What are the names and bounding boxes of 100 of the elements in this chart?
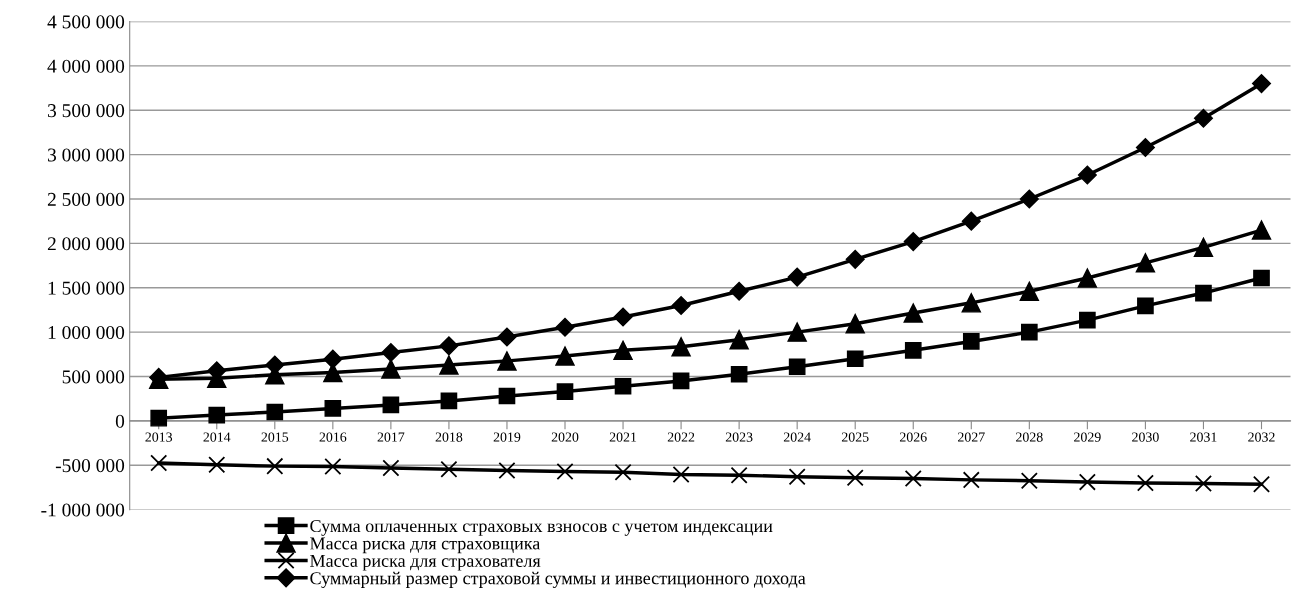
- point: [439, 336, 459, 356]
- x-tick-label: 2021: [609, 432, 637, 442]
- x-tick-label: 2014: [203, 432, 231, 442]
- point: [729, 329, 749, 350]
- point: [1079, 311, 1096, 329]
- point: [1135, 253, 1156, 273]
- point: [730, 365, 748, 383]
- point: [440, 460, 458, 478]
- point: [1193, 108, 1213, 128]
- point: [381, 359, 401, 379]
- point: [498, 387, 516, 405]
- point: [903, 303, 923, 323]
- point: [208, 406, 226, 424]
- point: [904, 470, 922, 488]
- point: [1019, 189, 1039, 209]
- x-tick-label: 2016: [319, 432, 347, 442]
- point: [1136, 474, 1154, 492]
- point: [556, 383, 574, 400]
- x-tick-label: 2018: [435, 432, 463, 442]
- point: [497, 327, 517, 347]
- point: [672, 372, 690, 390]
- y-tick-label: 2 000 000: [47, 237, 125, 251]
- point: [323, 349, 343, 369]
- y-tick-label: -500 000: [55, 459, 125, 473]
- point: [1019, 281, 1040, 302]
- x-tick-label: 2032: [1248, 432, 1275, 442]
- x-tick-label: 2019: [493, 432, 521, 442]
- point: [1193, 237, 1214, 258]
- x-tick-label: 2020: [551, 432, 579, 442]
- x-tick-label: 2015: [261, 432, 289, 442]
- point: [1077, 268, 1098, 288]
- legend-label: Суммарный размер страховой суммы и инвестиционного дохода: [310, 571, 806, 589]
- x-tick-label: 2013: [145, 432, 173, 442]
- point: [845, 313, 865, 334]
- point: [324, 400, 342, 417]
- x-tick-label: 2028: [1016, 432, 1043, 442]
- y-tick-label: 0: [115, 414, 125, 428]
- point: [381, 342, 401, 363]
- x-tick-label: 2022: [667, 432, 695, 442]
- point: [788, 468, 806, 486]
- x-tick-label: 2027: [958, 432, 985, 442]
- point: [961, 211, 981, 231]
- point: [555, 317, 575, 337]
- point: [1194, 474, 1212, 492]
- point: [150, 454, 168, 472]
- point: [324, 458, 342, 476]
- point: [614, 377, 632, 395]
- point: [556, 462, 574, 481]
- point: [787, 267, 807, 287]
- point: [266, 403, 284, 421]
- point: [613, 307, 633, 327]
- y-tick-label: 2 500 000: [47, 192, 125, 206]
- point: [613, 340, 633, 361]
- point: [729, 281, 749, 301]
- x-tick-label: 2017: [377, 432, 405, 442]
- point: [846, 350, 864, 368]
- point: [439, 355, 459, 375]
- point: [961, 293, 982, 313]
- point: [555, 346, 575, 366]
- point: [846, 469, 864, 487]
- point: [1077, 165, 1097, 185]
- point: [671, 295, 691, 316]
- point: [1020, 472, 1038, 490]
- point: [845, 249, 865, 269]
- y-tick-label: 500 000: [62, 370, 125, 384]
- point: [788, 358, 806, 376]
- x-tick-label: 2023: [725, 432, 753, 442]
- y-tick-label: 4 000 000: [47, 59, 125, 73]
- legend-label: Сумма оплаченных страховых взносов с учетом индексации: [310, 519, 773, 536]
- x-tick-label: 2029: [1074, 432, 1101, 442]
- point: [1253, 269, 1270, 287]
- y-tick-label: 1 000 000: [48, 325, 125, 340]
- point: [1137, 297, 1154, 315]
- point: [1251, 74, 1272, 94]
- y-tick-label: 4 500 000: [47, 15, 125, 29]
- point: [787, 322, 807, 342]
- legend-label: Масса риска для страхователя: [310, 554, 541, 571]
- point: [1078, 473, 1096, 491]
- point: [1135, 137, 1155, 158]
- point: [497, 351, 517, 371]
- x-tick-label: 2031: [1190, 432, 1217, 442]
- point: [150, 409, 168, 427]
- point: [962, 471, 980, 489]
- point: [266, 457, 284, 475]
- point: [904, 341, 922, 359]
- y-tick-label: -1 000 000: [41, 503, 125, 517]
- point: [672, 466, 690, 484]
- point: [903, 232, 923, 252]
- point: [671, 337, 691, 357]
- point: [440, 392, 458, 410]
- y-tick-label: 1 500 000: [48, 281, 125, 295]
- point: [730, 466, 748, 484]
- point: [382, 396, 400, 414]
- point: [1252, 475, 1271, 493]
- point: [382, 459, 400, 477]
- x-tick-label: 2024: [783, 432, 811, 442]
- point: [498, 462, 516, 480]
- point: [614, 463, 632, 481]
- point: [208, 456, 226, 474]
- point: [962, 333, 980, 350]
